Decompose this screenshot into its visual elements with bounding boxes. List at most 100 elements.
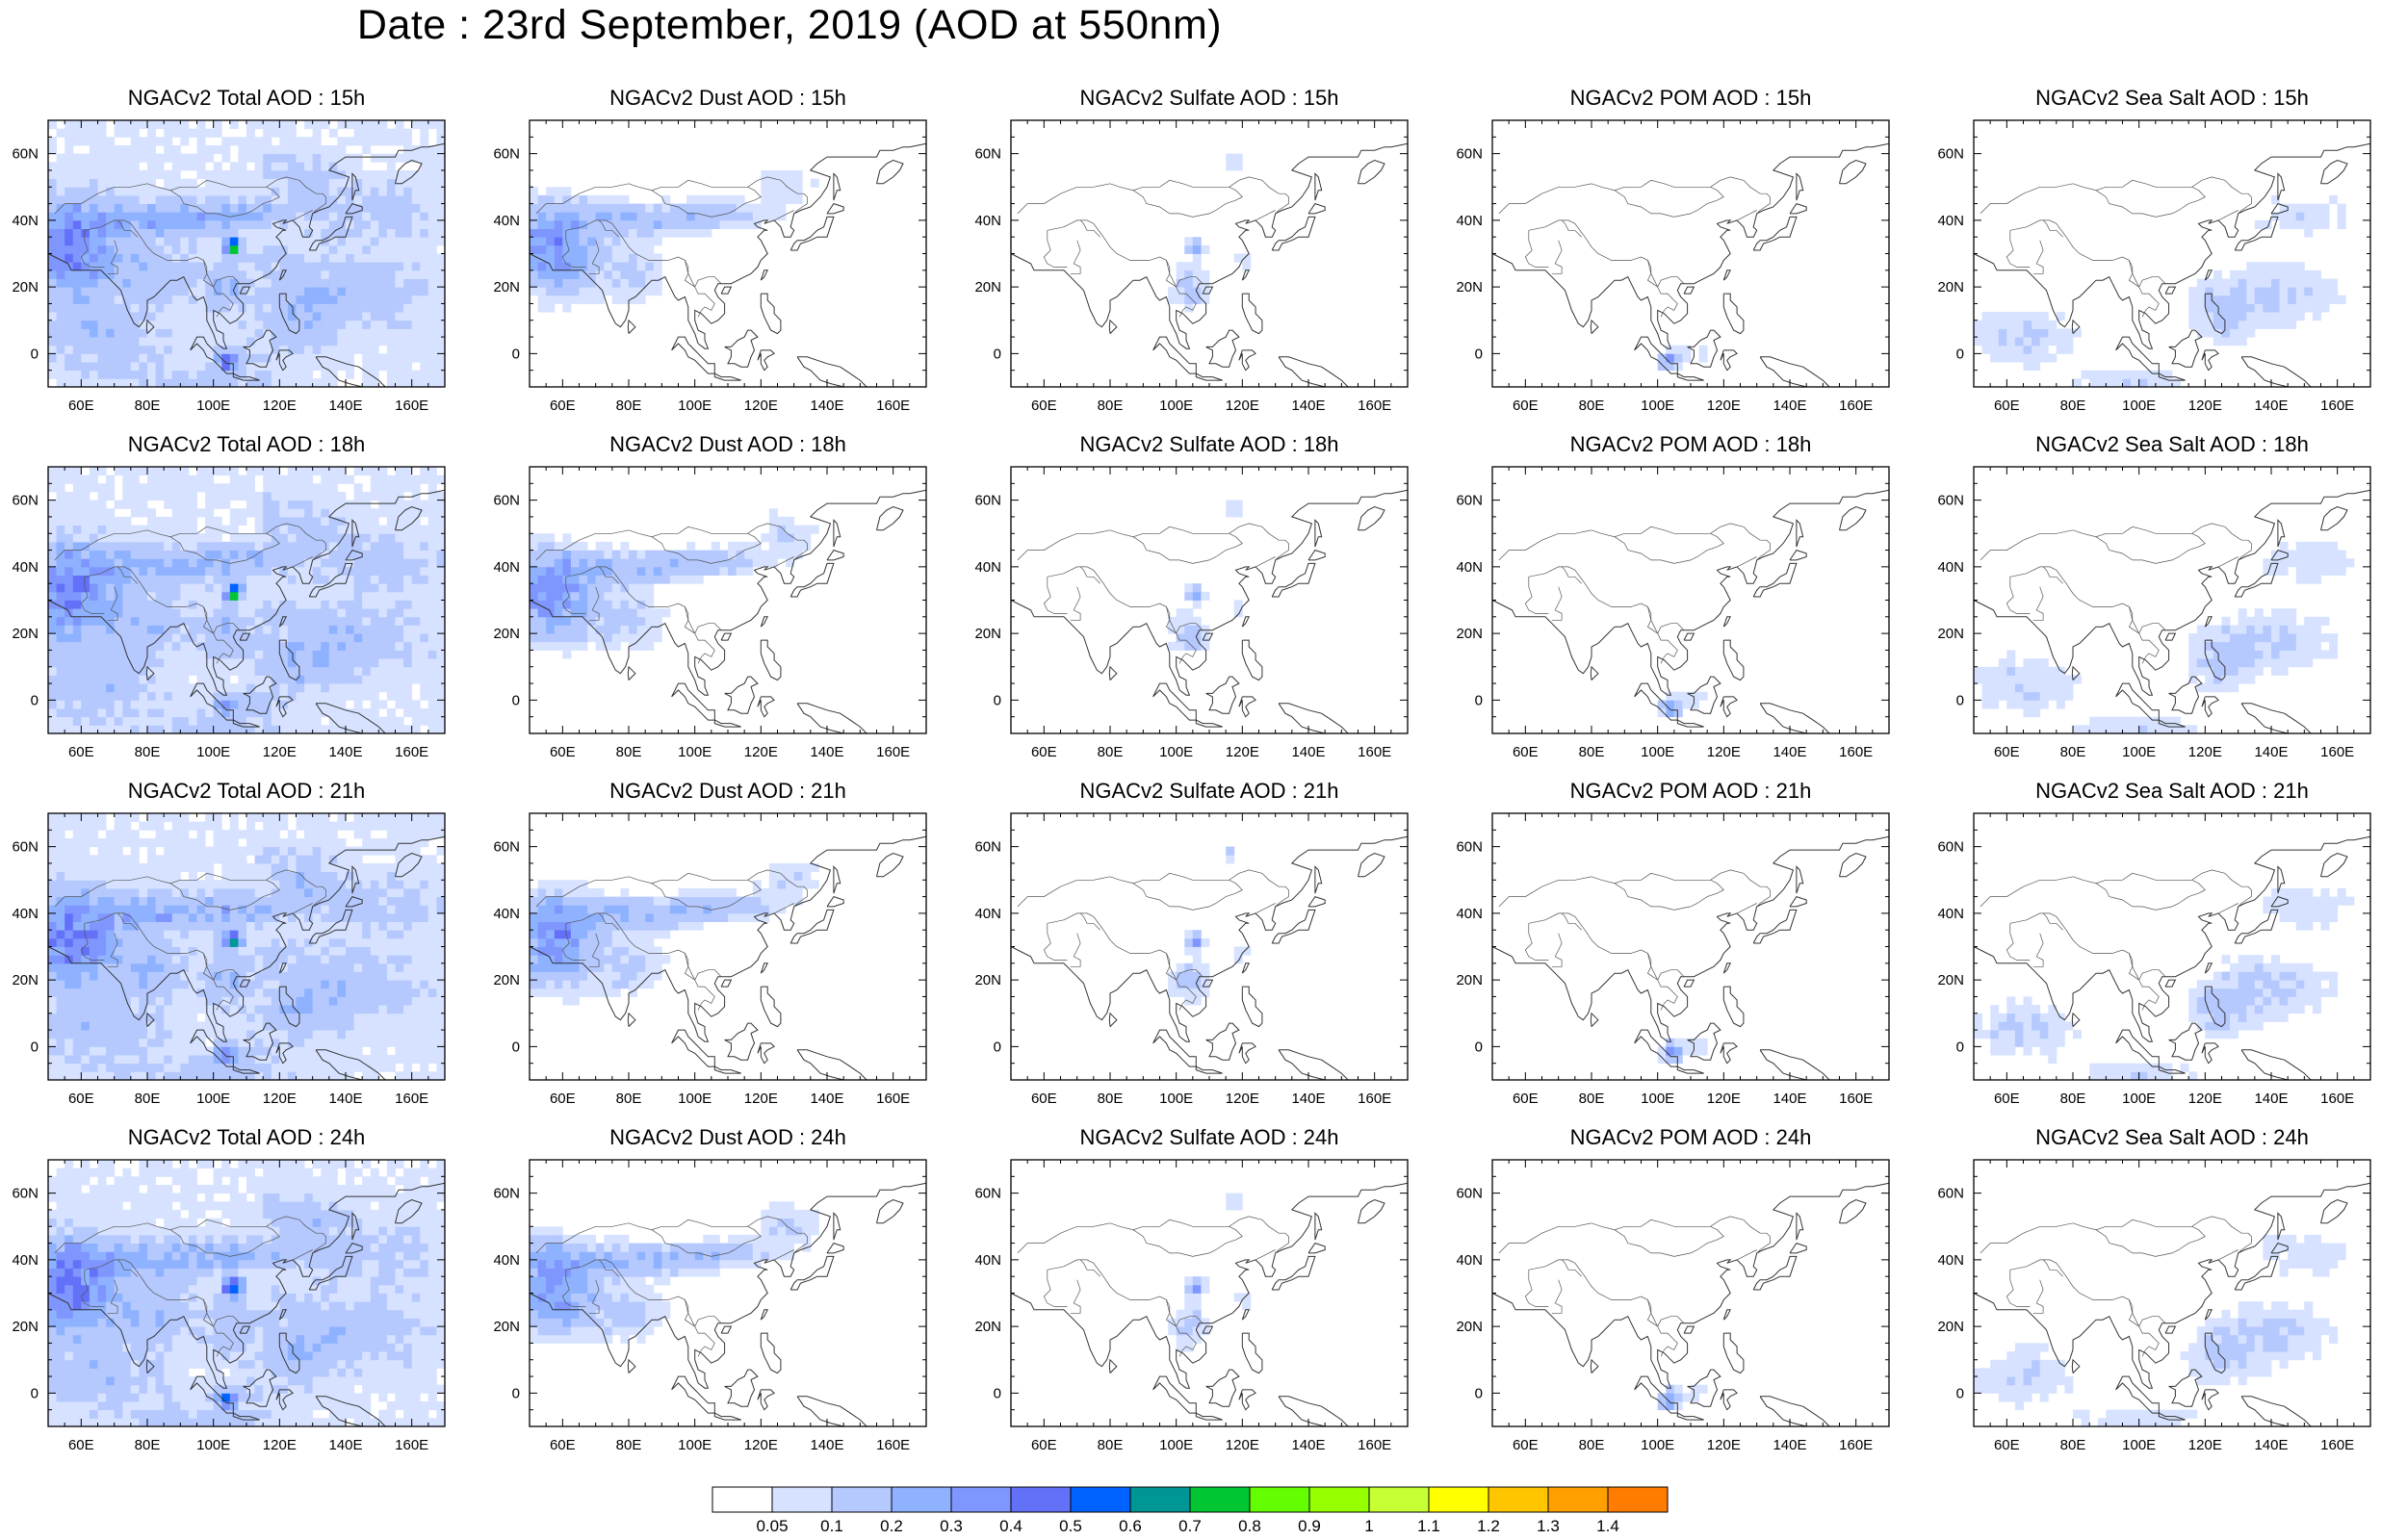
aod-cell bbox=[189, 725, 197, 733]
aod-cell bbox=[2024, 328, 2032, 337]
aod-cell bbox=[346, 601, 354, 609]
aod-cell bbox=[139, 154, 147, 163]
aod-cell bbox=[354, 279, 363, 288]
aod-cell bbox=[2239, 270, 2247, 279]
aod-cell bbox=[230, 353, 239, 362]
aod-cell bbox=[214, 378, 222, 387]
aod-cell bbox=[65, 212, 73, 220]
aod-cell bbox=[139, 526, 147, 534]
aod-cell bbox=[48, 642, 57, 651]
aod-cell bbox=[255, 179, 264, 188]
aod-cell bbox=[288, 237, 297, 245]
aod-cell bbox=[189, 692, 197, 701]
aod-cell bbox=[172, 378, 181, 387]
aod-cell bbox=[156, 237, 165, 245]
aod-cell bbox=[645, 617, 654, 626]
aod-cell bbox=[436, 254, 445, 263]
lat-tick-label: 0 bbox=[1475, 692, 1483, 708]
aod-cell bbox=[436, 592, 445, 601]
aod-cell bbox=[313, 592, 322, 601]
aod-cell bbox=[106, 229, 115, 238]
aod-cell bbox=[571, 229, 580, 238]
lon-tick-label: 140E bbox=[2254, 398, 2288, 414]
aod-cell bbox=[580, 195, 588, 204]
aod-cell bbox=[164, 692, 172, 701]
aod-cell bbox=[2006, 337, 2015, 346]
aod-cell bbox=[131, 337, 140, 346]
aod-cell bbox=[428, 279, 437, 288]
aod-cell bbox=[81, 717, 90, 726]
lon-tick-label: 60E bbox=[550, 744, 576, 760]
aod-cell bbox=[98, 378, 107, 387]
aod-cell bbox=[587, 576, 596, 584]
aod-cell bbox=[645, 567, 654, 576]
aod-cell bbox=[1999, 675, 2007, 683]
aod-cell bbox=[48, 262, 57, 270]
aod-cell bbox=[428, 500, 437, 509]
aod-cell bbox=[661, 558, 670, 567]
aod-cell bbox=[279, 642, 288, 651]
aod-cell bbox=[428, 179, 437, 188]
aod-cell bbox=[246, 592, 255, 601]
aod-cell bbox=[106, 551, 115, 559]
aod-cell bbox=[654, 254, 662, 263]
aod-cell bbox=[73, 170, 82, 179]
aod-cell bbox=[279, 212, 288, 220]
aod-cell bbox=[538, 576, 547, 584]
aod-cell bbox=[139, 303, 147, 312]
aod-cell bbox=[139, 551, 147, 559]
aod-cell bbox=[65, 475, 73, 484]
aod-cell bbox=[2222, 337, 2231, 346]
aod-cell bbox=[81, 346, 90, 354]
aod-cell bbox=[156, 467, 165, 475]
aod-cell bbox=[412, 195, 421, 204]
lon-tick-label: 80E bbox=[1579, 398, 1605, 414]
aod-cell bbox=[164, 592, 172, 601]
aod-cell bbox=[362, 551, 371, 559]
aod-cell bbox=[214, 642, 222, 651]
aod-cell bbox=[65, 154, 73, 163]
aod-cell bbox=[164, 237, 172, 245]
aod-cell bbox=[654, 608, 662, 617]
aod-cell bbox=[73, 321, 82, 329]
aod-cell bbox=[596, 270, 605, 279]
aod-cell bbox=[304, 195, 313, 204]
aod-cell bbox=[428, 371, 437, 379]
aod-cell bbox=[263, 346, 272, 354]
aod-cell bbox=[354, 683, 363, 692]
aod-cell bbox=[1974, 675, 1982, 683]
aod-cell bbox=[2246, 287, 2255, 295]
aod-cell bbox=[297, 675, 305, 683]
aod-cell bbox=[263, 378, 272, 387]
aod-cell bbox=[81, 303, 90, 312]
aod-cell bbox=[337, 254, 346, 263]
aod-cell bbox=[2263, 262, 2271, 270]
aod-cell bbox=[354, 583, 363, 592]
aod-cell bbox=[122, 717, 131, 726]
aod-cell bbox=[346, 500, 354, 509]
lon-tick-label: 140E bbox=[1291, 744, 1325, 760]
aod-cell bbox=[73, 245, 82, 254]
aod-cell bbox=[378, 353, 387, 362]
aod-cell bbox=[371, 212, 379, 220]
aod-cell bbox=[139, 725, 147, 733]
aod-cell bbox=[205, 592, 214, 601]
aod-cell bbox=[695, 195, 704, 204]
aod-cell bbox=[321, 601, 329, 609]
aod-cell bbox=[354, 295, 363, 304]
aod-cell bbox=[172, 337, 181, 346]
aod-cell bbox=[147, 120, 156, 129]
aod-cell bbox=[73, 717, 82, 726]
aod-cell bbox=[131, 467, 140, 475]
aod-cell bbox=[769, 526, 778, 534]
aod-cell bbox=[321, 508, 329, 517]
aod-cell bbox=[436, 179, 445, 188]
aod-cell bbox=[246, 312, 255, 321]
aod-cell bbox=[744, 212, 753, 220]
aod-cell bbox=[1990, 692, 1999, 701]
aod-cell bbox=[297, 195, 305, 204]
aod-cell bbox=[221, 154, 230, 163]
aod-cell bbox=[2296, 312, 2305, 321]
aod-cell bbox=[279, 558, 288, 567]
aod-cell bbox=[428, 362, 437, 371]
